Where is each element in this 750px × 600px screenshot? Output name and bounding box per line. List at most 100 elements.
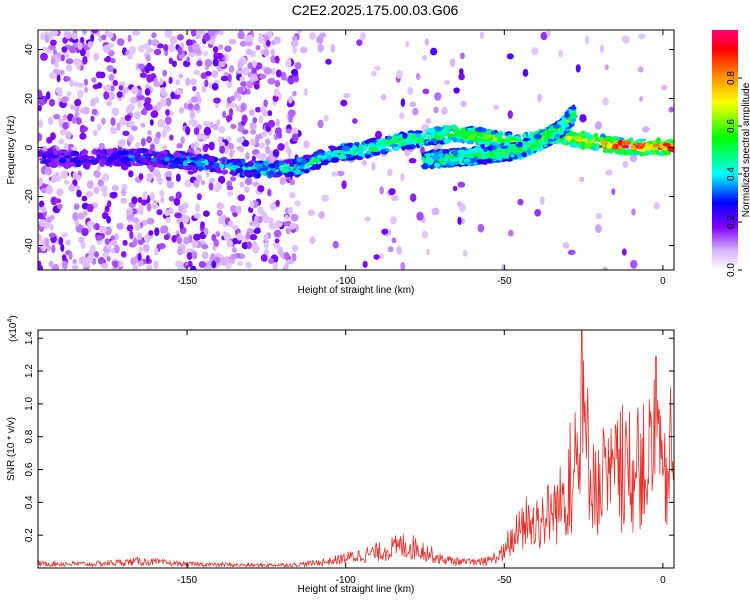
heatmap-noise-cell (289, 178, 295, 186)
heatmap-ridge-cell (477, 160, 485, 165)
heatmap-noise-cell (154, 247, 159, 256)
heatmap-noise-cell (267, 119, 276, 128)
heatmap-ridge-cell (611, 136, 620, 141)
heatmap-noise-cell (460, 100, 467, 108)
heatmap-noise-cell (236, 136, 245, 144)
heatmap-noise-cell (277, 246, 284, 256)
heatmap-ridge-cell (323, 159, 329, 166)
heatmap-noise-cell (171, 235, 177, 243)
heatmap-ridge-cell (53, 149, 59, 156)
heatmap-noise-cell (539, 196, 545, 206)
heatmap-noise-cell (272, 95, 279, 102)
heatmap-ridge-cell (284, 160, 294, 164)
heatmap-noise-cell (371, 162, 376, 171)
heatmap-noise-cell (233, 91, 239, 99)
heatmap-noise-cell (284, 141, 289, 148)
heatmap-noise-cell (49, 31, 53, 40)
heatmap-noise-cell (205, 170, 210, 178)
heatmap-noise-cell (161, 129, 167, 138)
heatmap-ridge-cell (457, 153, 462, 157)
heatmap-noise-cell (250, 138, 257, 147)
heatmap-ridge-cell (47, 148, 54, 154)
heatmap-noise-cell (425, 248, 430, 256)
heatmap-noise-cell (65, 239, 71, 246)
heatmap-ridge-cell (147, 160, 153, 165)
heatmap-noise-cell (232, 246, 237, 253)
heatmap-ridge-cell (119, 162, 127, 167)
heatmap-ridge-cell (177, 152, 182, 157)
heatmap-noise-cell (71, 33, 78, 40)
heatmap-noise-cell (400, 98, 406, 107)
heatmap-ridge-cell (493, 151, 502, 156)
heatmap-noise-cell (191, 239, 199, 249)
heatmap-ridge-cell (606, 143, 613, 149)
heatmap-noise-cell (584, 35, 590, 45)
chart-title: C2E2.2025.175.00.03.G06 (291, 2, 459, 18)
heatmap-noise-cell (416, 211, 424, 221)
heatmap-noise-cell (252, 60, 257, 67)
heatmap-ridge-cell (601, 143, 606, 149)
heatmap-noise-cell (87, 220, 95, 227)
heatmap-noise-cell (243, 35, 249, 43)
heatmap-noise-cell (57, 89, 63, 98)
heatmap-noise-cell (182, 214, 189, 222)
heatmap-noise-cell (242, 67, 250, 76)
heatmap-noise-cell (249, 233, 258, 241)
heatmap-noise-cell (202, 33, 211, 42)
heatmap-ridge-cell (563, 123, 570, 128)
heatmap-noise-cell (140, 122, 146, 128)
y-tick-label: -20 (24, 189, 35, 204)
heatmap-noise-cell (106, 256, 111, 262)
heatmap-noise-cell (44, 34, 50, 43)
heatmap-noise-cell (457, 201, 462, 207)
heatmap-noise-cell (121, 183, 128, 191)
heatmap-noise-cell (193, 213, 201, 219)
heatmap-noise-cell (147, 130, 152, 136)
heatmap-ridge-cell (355, 148, 365, 154)
heatmap-noise-cell (53, 113, 61, 120)
heatmap-noise-cell (332, 240, 339, 249)
heatmap-noise-cell (196, 133, 202, 140)
heatmap-ridge-cell (139, 158, 144, 163)
heatmap-noise-cell (169, 36, 177, 45)
heatmap-noise-cell (64, 76, 71, 82)
heatmap-noise-cell (356, 39, 363, 46)
heatmap-noise-cell (263, 233, 269, 242)
heatmap-ridge-cell (235, 168, 243, 173)
heatmap-ridge-cell (240, 158, 246, 164)
heatmap-noise-cell (250, 129, 257, 135)
heatmap-noise-cell (370, 70, 377, 77)
heatmap-noise-cell (159, 78, 164, 85)
heatmap-noise-cell (562, 242, 570, 249)
heatmap-noise-cell (121, 87, 129, 94)
colorbar-tick-label: 0.4 (726, 167, 737, 181)
heatmap-ridge-cell (117, 150, 123, 155)
heatmap-noise-cell (253, 228, 261, 234)
heatmap-noise-cell (49, 72, 57, 80)
heatmap-noise-cell (361, 160, 367, 166)
heatmap-noise-cell (114, 244, 120, 254)
heatmap-noise-cell (176, 262, 183, 270)
heatmap-noise-cell (202, 133, 208, 142)
heatmap-noise-cell (116, 222, 124, 230)
heatmap-noise-cell (76, 189, 82, 198)
heatmap-noise-cell (60, 54, 65, 62)
heatmap-noise-cell (410, 193, 417, 202)
heatmap-noise-cell (400, 172, 405, 182)
heatmap-ridge-cell (129, 161, 136, 166)
heatmap-noise-cell (106, 100, 112, 107)
heatmap-noise-cell (56, 188, 64, 197)
snr-y-label: SNR (10 * v/v) (6, 417, 17, 481)
heatmap-noise-cell (146, 173, 152, 183)
heatmap-ridge-cell (575, 135, 581, 139)
heatmap-noise-cell (97, 179, 104, 187)
heatmap-noise-cell (82, 30, 88, 35)
heatmap-ridge-cell (618, 140, 623, 146)
heatmap-noise-cell (39, 200, 45, 208)
heatmap-noise-cell (230, 176, 237, 182)
heatmap-noise-cell (154, 227, 160, 236)
heatmap-noise-cell (226, 240, 233, 248)
heatmap-noise-cell (189, 78, 197, 86)
heatmap-ridge-cell (286, 171, 295, 177)
heatmap-noise-cell (137, 100, 142, 109)
